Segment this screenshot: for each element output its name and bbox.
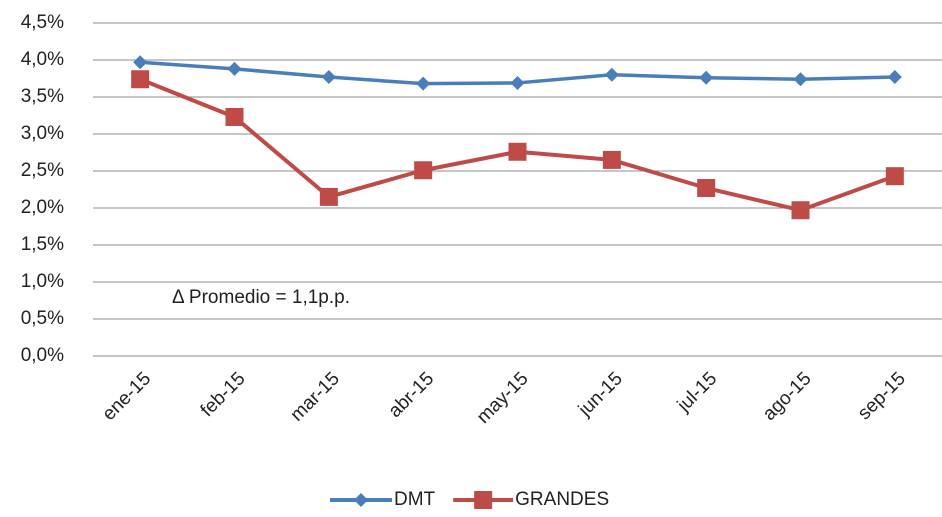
legend-label: GRANDES bbox=[515, 489, 609, 510]
data-point bbox=[227, 61, 242, 76]
data-point bbox=[225, 107, 244, 126]
y-tick-label: 2,5% bbox=[21, 160, 64, 181]
x-tick-label: jun-15 bbox=[574, 368, 627, 421]
legend-label: DMT bbox=[394, 489, 436, 510]
data-point bbox=[791, 201, 810, 220]
y-tick-label: 0,5% bbox=[21, 308, 64, 329]
x-tick-label: ago-15 bbox=[759, 368, 816, 425]
data-point bbox=[508, 142, 527, 161]
y-tick-label: 4,0% bbox=[21, 49, 64, 70]
data-point bbox=[133, 55, 148, 70]
legend-marker bbox=[354, 493, 368, 507]
x-tick-label: abr-15 bbox=[385, 368, 439, 422]
x-tick-label: may-15 bbox=[473, 368, 533, 428]
data-point bbox=[793, 72, 808, 87]
data-point bbox=[131, 70, 150, 89]
x-tick-label: ene-15 bbox=[99, 368, 156, 425]
y-tick-label: 3,0% bbox=[21, 123, 64, 144]
data-point bbox=[510, 75, 525, 90]
x-tick-label: jul-15 bbox=[673, 368, 721, 416]
y-tick-label: 1,0% bbox=[21, 271, 64, 292]
annotation: Δ Promedio = 1,1p.p. bbox=[172, 287, 350, 308]
y-tick-label: 1,5% bbox=[21, 234, 64, 255]
x-tick-label: sep-15 bbox=[854, 368, 910, 424]
data-point bbox=[319, 187, 338, 206]
data-point bbox=[699, 70, 714, 85]
x-tick-label: mar-15 bbox=[287, 368, 344, 425]
data-point bbox=[321, 70, 336, 85]
y-tick-label: 4,5% bbox=[21, 12, 64, 33]
data-point bbox=[885, 167, 904, 186]
x-tick-label: feb-15 bbox=[197, 368, 250, 421]
data-point bbox=[414, 161, 433, 180]
data-point bbox=[602, 150, 621, 169]
y-tick-label: 3,5% bbox=[21, 86, 64, 107]
legend-marker bbox=[474, 491, 493, 509]
data-point bbox=[604, 67, 619, 82]
data-point bbox=[697, 179, 716, 198]
y-tick-label: 0,0% bbox=[21, 345, 64, 366]
y-tick-label: 2,0% bbox=[21, 197, 64, 218]
data-point bbox=[887, 70, 902, 85]
data-point bbox=[416, 76, 431, 91]
